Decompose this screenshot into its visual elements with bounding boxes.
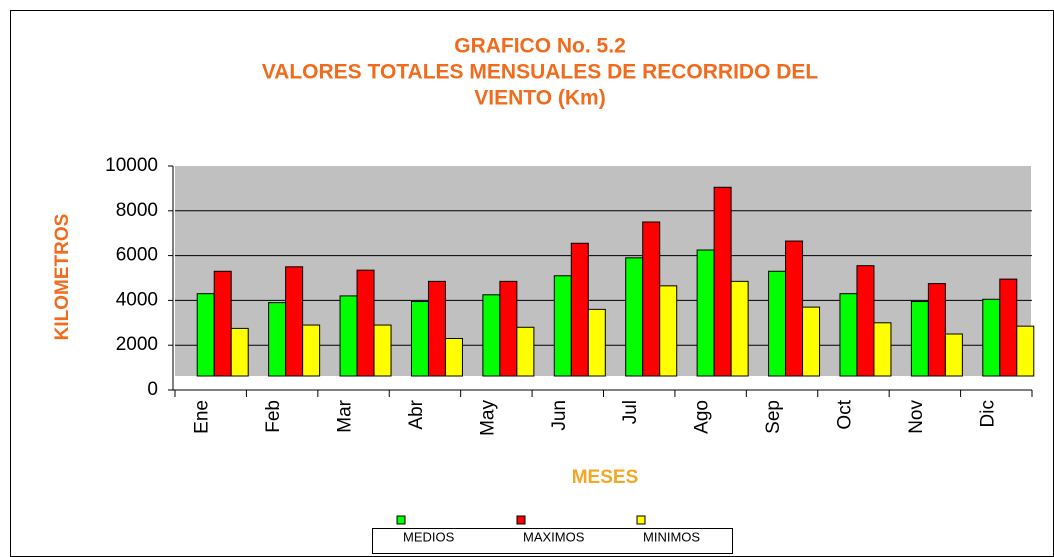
legend-label: MINIMOS	[643, 529, 700, 544]
bar	[356, 269, 375, 377]
x-tick-label: Jul	[620, 400, 641, 424]
bar	[802, 306, 821, 377]
y-tick-label: 2000	[116, 334, 158, 355]
x-tick-label: Abr	[406, 399, 427, 429]
bar	[213, 270, 232, 377]
x-tick-label: Ene	[192, 400, 213, 434]
x-tick-label: Sep	[763, 400, 784, 434]
bar	[427, 280, 446, 377]
bar	[839, 293, 858, 377]
bar	[196, 293, 215, 377]
bar	[910, 301, 929, 377]
bar	[373, 324, 392, 377]
x-tick-label: May	[477, 400, 498, 436]
chart-title: VIENTO (Km)	[474, 87, 605, 110]
x-tick-label: Mar	[335, 399, 356, 432]
legend-swatch	[396, 515, 406, 525]
bar	[268, 302, 287, 377]
y-tick-label: 6000	[116, 245, 158, 266]
bar	[516, 326, 535, 377]
bar	[999, 278, 1018, 377]
legend-swatch	[636, 515, 646, 525]
bar	[856, 265, 875, 377]
bar	[570, 242, 589, 377]
bar	[713, 186, 732, 377]
x-tick-label: Jun	[549, 400, 570, 431]
x-tick-label: Ago	[692, 400, 713, 434]
bar	[730, 280, 749, 377]
legend	[372, 528, 733, 554]
legend-swatch	[516, 515, 526, 525]
bar	[785, 240, 804, 377]
bar	[927, 283, 946, 377]
bar	[659, 285, 678, 377]
bar	[982, 298, 1001, 377]
bar	[444, 337, 463, 377]
bar	[873, 322, 892, 377]
bar	[499, 280, 518, 377]
legend-label: MEDIOS	[403, 529, 455, 544]
x-axis-label: MESES	[572, 467, 639, 488]
bar	[410, 301, 429, 377]
y-tick-label: 4000	[116, 289, 158, 310]
bar	[285, 266, 304, 377]
bar	[625, 257, 644, 377]
bar	[768, 270, 787, 377]
x-tick-label: Feb	[263, 400, 284, 433]
bar	[587, 308, 606, 377]
chart-title: VALORES TOTALES MENSUALES DE RECORRIDO D…	[262, 61, 819, 84]
x-tick-label: Nov	[906, 400, 927, 434]
bar	[553, 275, 572, 377]
bar	[230, 327, 249, 377]
bar	[944, 333, 963, 377]
x-tick-label: Oct	[834, 399, 855, 429]
x-tick-label: Dic	[977, 400, 998, 427]
bar	[642, 221, 661, 377]
y-axis-label: KILOMETROS	[52, 214, 73, 341]
y-tick-label: 10000	[105, 155, 158, 176]
y-tick-label: 0	[147, 379, 158, 400]
bar	[696, 249, 715, 377]
y-tick-label: 8000	[116, 200, 158, 221]
bar	[482, 294, 501, 377]
bar	[1016, 325, 1035, 377]
chart-title: GRAFICO No. 5.2	[454, 35, 626, 58]
bar	[302, 324, 321, 377]
bar	[339, 295, 358, 377]
legend-label: MAXIMOS	[523, 529, 585, 544]
